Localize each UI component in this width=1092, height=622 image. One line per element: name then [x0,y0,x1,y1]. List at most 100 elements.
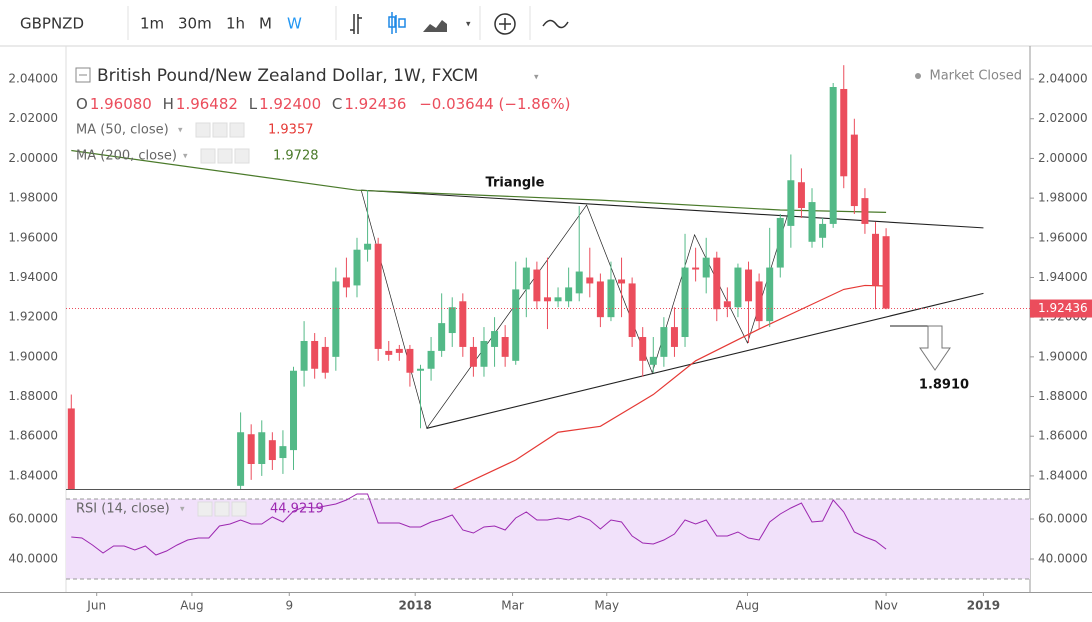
dropdown-icon[interactable]: ▾ [466,20,471,30]
candle-body [342,277,350,288]
timeframe[interactable]: 1m [140,15,164,33]
candle-body [353,249,361,286]
candle-body [491,331,499,347]
candle-body [755,281,763,322]
annotation-line [426,292,984,429]
x-tick-label: Mar [501,599,524,613]
legend-icon[interactable] [195,122,211,138]
add-indicator-icon[interactable] [494,13,516,35]
candle-body [374,243,382,349]
candle-body [734,267,742,308]
candle-body [607,279,615,318]
annotation-line [361,189,984,229]
candle-body [67,408,75,489]
area-icon[interactable] [423,20,447,32]
y-tick-label: 1.88000 [8,389,58,403]
candle-body [427,350,435,369]
symbol[interactable]: GBPNZD [20,15,84,33]
legend-caret: ▾ [180,505,185,515]
legend-value: 1.9728 [273,149,319,164]
target-arrow [890,325,951,371]
legend-icon[interactable] [197,501,213,517]
candle-body [469,346,477,367]
compare-icon[interactable] [542,19,569,29]
candle-body [543,297,551,302]
candle-body [639,337,647,361]
ohlc-key: O [76,95,88,113]
y-tick-label: 1.92000 [8,310,58,324]
candle-body [290,370,298,451]
legend-icon[interactable] [200,148,216,164]
y-tick-label: 2.00000 [1038,151,1088,165]
ohlc-key: H [163,95,174,113]
candle-body [681,267,689,338]
y-tick-label: 1.98000 [8,191,58,205]
legend-icon[interactable] [231,501,247,517]
annotation-label: Triangle [486,176,545,191]
candle-body [745,269,753,302]
candle-body [416,368,424,371]
legend-icon[interactable] [234,148,250,164]
status-dot [915,73,921,79]
ohlc-header: O 1.96080 H 1.96482 L 1.92400 C 1.92436 −0.0… [76,95,570,113]
candle-body [321,346,329,373]
candle-body [480,340,488,367]
timeframe-active[interactable]: W [287,15,302,33]
legend-name: RSI (14, close) [76,502,170,517]
candle-body [692,267,700,270]
candle-body [512,289,520,361]
candle-body [385,350,393,355]
candle-body [575,271,583,294]
x-tick-label: 2018 [398,599,431,613]
x-tick-label: Aug [736,599,759,613]
dropdown-icon[interactable]: ▾ [534,73,539,83]
candle-body [300,340,308,371]
ohlc-value: 1.92436 [344,95,406,113]
rsi-y-tick-label: 60.0000 [1038,512,1088,526]
candle-body [649,356,657,365]
ohlc-value: 1.92400 [259,95,321,113]
candles-icon[interactable] [388,12,406,34]
y-tick-label: 1.98000 [1038,191,1088,205]
candle-body [596,281,604,318]
candle-body [670,327,678,347]
candle-body [533,269,541,302]
candle-body [660,327,668,357]
candle-body [586,277,594,284]
candle-body [438,323,446,351]
collapse-icon[interactable] [75,67,91,83]
x-tick-label: 2019 [967,599,1000,613]
y-tick-label: 2.02000 [1038,111,1088,125]
candle-body [237,432,245,486]
candle-body [840,88,848,177]
axes: 1.84000 1.84000 1.86000 1.86000 1.88000 1.880… [8,72,1092,613]
y-tick-label: 1.94000 [1038,270,1088,284]
candle-body [406,348,414,373]
legend-icon[interactable] [217,148,233,164]
candle-body [395,348,403,353]
legend-icon[interactable] [229,122,245,138]
bars-icon[interactable] [350,14,362,34]
candle-body [247,434,255,464]
price-label: 1.92436 [1038,301,1088,315]
timeframe[interactable]: M [259,15,272,33]
candle-body [861,198,869,224]
legend-value: 44.9219 [270,502,324,517]
y-tick-label: 1.88000 [1038,389,1088,403]
legend-icon[interactable] [214,501,230,517]
y-tick-label: 1.96000 [8,230,58,244]
legend-icon[interactable] [212,122,228,138]
rsi-line [71,493,887,556]
candle-body [808,202,816,242]
timeframe[interactable]: 30m [178,15,212,33]
candle-body [522,267,530,290]
legend-caret: ▾ [183,152,188,162]
candle-body [501,337,509,357]
candle-body [459,301,467,347]
legend-name: MA (200, close) [76,149,177,164]
timeframe[interactable]: 1h [226,15,245,33]
y-tick-label: 1.86000 [8,429,58,443]
ma-line [452,284,887,489]
candle-body [776,217,784,268]
candle-body [819,223,827,238]
